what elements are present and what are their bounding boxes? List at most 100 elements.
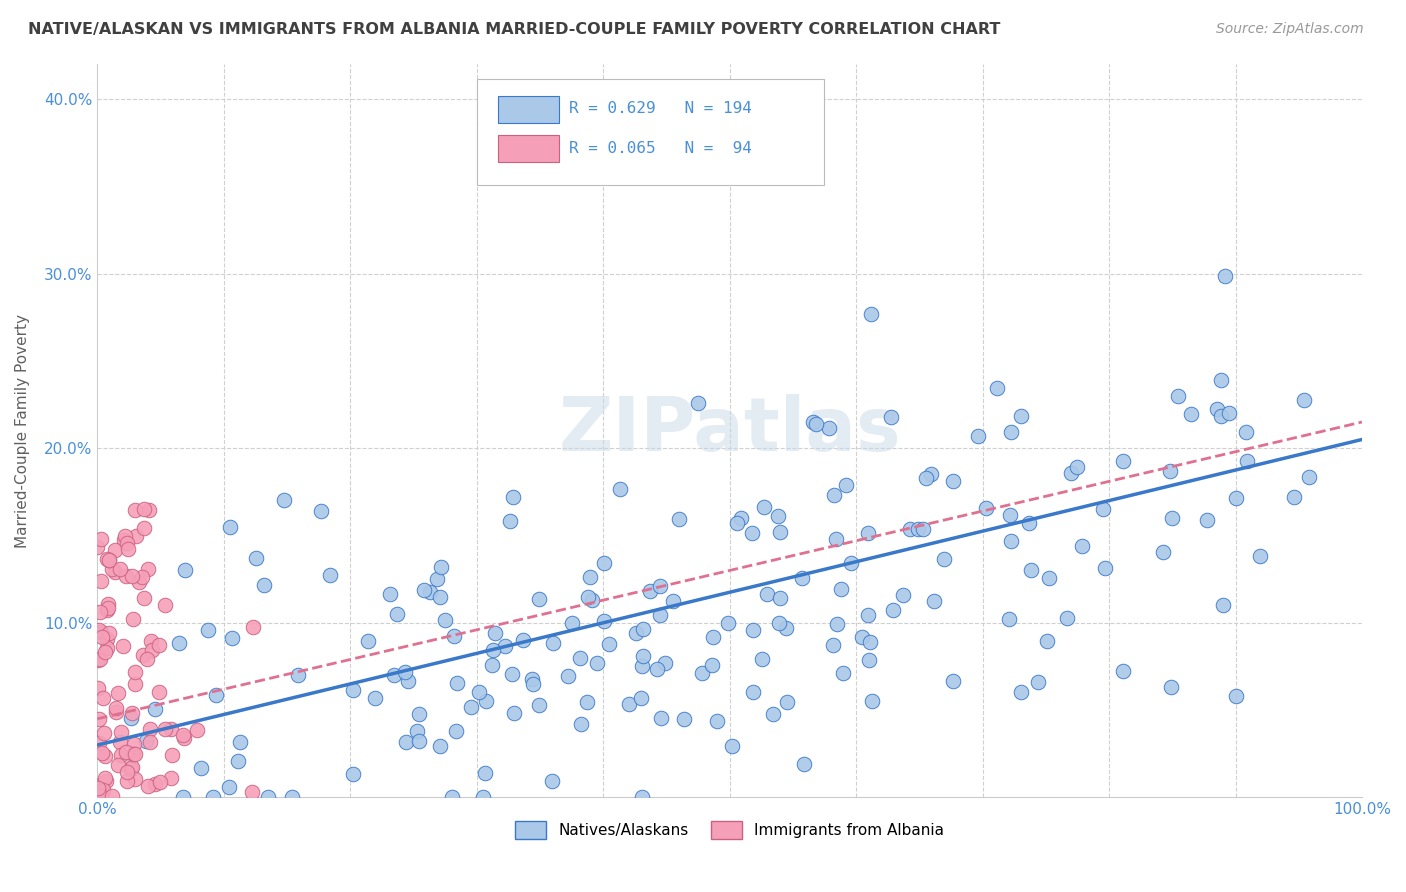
Point <box>648 607 671 622</box>
Point <box>273 493 295 508</box>
Point <box>219 520 242 534</box>
Point <box>174 563 197 577</box>
Point <box>860 694 883 708</box>
Point <box>648 579 671 593</box>
Point <box>104 565 127 579</box>
Point <box>124 677 146 691</box>
Point <box>475 694 498 708</box>
Point <box>114 569 136 583</box>
Point <box>1092 502 1115 516</box>
Point <box>598 637 620 651</box>
Point <box>662 593 685 607</box>
Point <box>124 502 146 516</box>
Point <box>520 672 543 686</box>
Point <box>172 728 194 742</box>
Point <box>110 748 132 763</box>
Point <box>87 653 110 667</box>
Point <box>394 665 416 680</box>
Point <box>90 624 112 639</box>
Point <box>725 516 748 530</box>
Point <box>776 695 799 709</box>
Point <box>104 701 127 715</box>
Point <box>741 685 763 699</box>
Point <box>915 471 938 485</box>
Point <box>97 553 120 567</box>
Point <box>522 677 544 691</box>
Point <box>128 574 150 589</box>
Point <box>668 512 690 526</box>
Point <box>90 532 112 546</box>
Point <box>942 674 965 689</box>
Point <box>162 748 184 763</box>
Point <box>741 526 763 541</box>
Point <box>898 522 921 536</box>
Point <box>557 669 579 683</box>
Point <box>856 526 879 541</box>
Point <box>108 735 131 749</box>
Point <box>433 613 456 627</box>
Point <box>121 706 143 721</box>
Point <box>309 504 332 518</box>
FancyBboxPatch shape <box>498 96 558 123</box>
Point <box>112 533 135 547</box>
Point <box>561 616 583 631</box>
Point <box>1180 407 1202 421</box>
Text: ZIPatlas: ZIPatlas <box>558 394 901 467</box>
Point <box>357 634 380 648</box>
Point <box>721 739 744 753</box>
FancyBboxPatch shape <box>498 136 558 161</box>
Point <box>806 417 828 431</box>
Point <box>429 591 451 605</box>
Point <box>998 508 1021 523</box>
Point <box>501 666 523 681</box>
Point <box>769 524 792 539</box>
Point <box>481 658 503 673</box>
Point <box>221 631 243 645</box>
Point <box>818 421 841 435</box>
Point <box>569 717 592 731</box>
Point <box>114 745 136 759</box>
Point <box>484 626 506 640</box>
Point <box>1211 409 1233 423</box>
Point <box>576 590 599 604</box>
Point <box>775 621 797 635</box>
Point <box>319 568 342 582</box>
Point <box>859 635 882 649</box>
FancyBboxPatch shape <box>477 78 824 185</box>
Point <box>115 774 138 789</box>
Point <box>430 559 453 574</box>
Point <box>396 673 419 688</box>
Point <box>631 659 654 673</box>
Point <box>540 774 562 789</box>
Point <box>253 578 276 592</box>
Point <box>148 638 170 652</box>
Point <box>143 702 166 716</box>
Point <box>90 776 112 790</box>
Point <box>159 723 181 737</box>
Point <box>167 636 190 650</box>
Point <box>124 747 146 762</box>
Point <box>503 706 526 720</box>
Point <box>413 583 436 598</box>
Point <box>631 648 654 663</box>
Point <box>122 747 145 762</box>
Point <box>974 501 997 516</box>
Point <box>131 570 153 584</box>
Point <box>110 725 132 739</box>
Point <box>342 683 364 698</box>
Point <box>104 706 127 720</box>
Point <box>115 764 138 779</box>
Point <box>650 711 672 725</box>
Point <box>443 629 465 643</box>
Point <box>160 771 183 785</box>
Point <box>120 762 142 776</box>
Point <box>281 790 304 805</box>
Point <box>1292 392 1315 407</box>
Point <box>87 780 110 795</box>
Point <box>87 681 110 695</box>
Point <box>527 592 550 607</box>
Point <box>89 712 111 726</box>
Point <box>419 585 441 599</box>
Point <box>153 722 176 736</box>
Point <box>751 652 773 666</box>
